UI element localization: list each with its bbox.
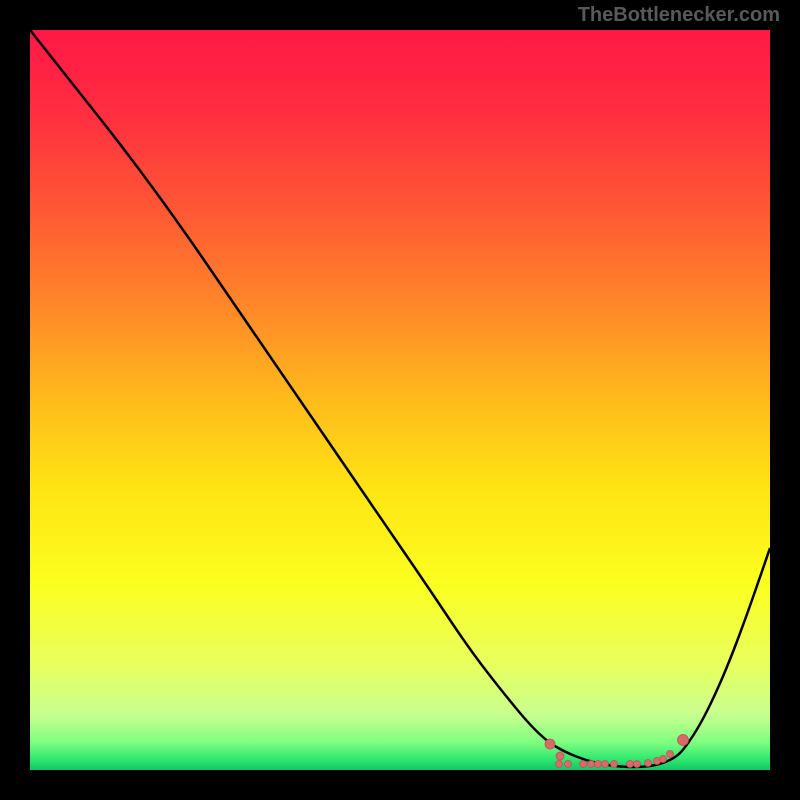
watermark-text: TheBottlenecker.com [578, 4, 780, 27]
marker-point [556, 761, 563, 768]
marker-point [602, 761, 609, 768]
marker-point [678, 735, 689, 746]
marker-point [556, 752, 564, 760]
marker-point [545, 739, 555, 749]
bottleneck-curve [30, 30, 770, 767]
marker-point [580, 761, 587, 768]
marker-point [645, 760, 652, 767]
marker-point [627, 761, 634, 768]
marker-point [634, 761, 641, 768]
curve-layer [30, 30, 770, 770]
marker-point [588, 761, 595, 768]
marker-point [667, 751, 674, 758]
marker-point [660, 756, 667, 763]
marker-point [611, 761, 618, 768]
marker-point [565, 761, 572, 768]
plot-area [30, 30, 770, 770]
marker-point [595, 761, 602, 768]
